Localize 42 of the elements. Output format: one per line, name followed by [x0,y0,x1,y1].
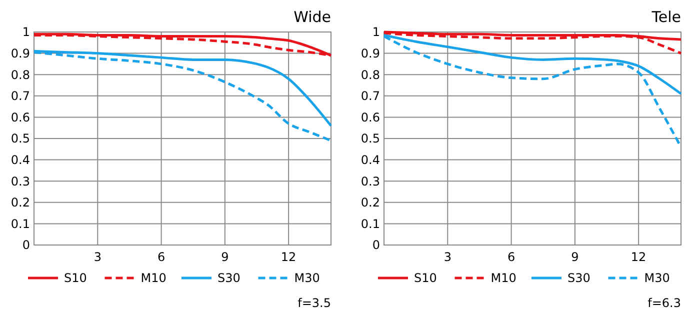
y-tick-label: 0.3 [360,174,380,188]
y-tick-label: 0.1 [360,216,380,231]
legend-label: M30 [644,271,670,286]
x-tick-label: 3 [94,250,102,264]
y-tick-label: 0.6 [10,110,30,124]
y-tick-label: 1 [22,25,30,40]
legend-label: M10 [140,271,166,286]
text: f=6.3 [648,296,681,310]
y-tick-label: 0.7 [360,89,380,104]
legend-label: S10 [64,271,87,286]
x-tick-label: 12 [280,250,296,264]
y-tick-label: 0.4 [10,153,30,167]
legend-label: S30 [568,271,590,286]
y-tick-label: 0 [22,238,30,252]
x-tick-label: 12 [630,250,646,264]
text: f=3.5 [298,296,331,310]
legend-label: S10 [414,271,437,286]
legend-label: M30 [294,271,320,286]
legend-label: S30 [218,271,240,286]
y-tick-label: 0.4 [360,153,380,167]
y-tick-label: 0 [372,238,380,252]
x-tick-label: 3 [444,250,452,264]
y-tick-label: 0.2 [360,196,380,210]
y-tick-label: 0.1 [10,216,30,231]
chart-title: Wide [294,8,331,26]
y-tick-label: 0.3 [10,174,30,188]
x-tick-label: 6 [157,250,166,264]
chart-title: Tele [650,8,681,26]
y-tick-label: 0.9 [10,46,30,60]
x-tick-label: 6 [507,250,516,264]
y-tick-label: 0.9 [360,46,380,60]
y-tick-label: 0.2 [10,196,30,210]
x-tick-label: 9 [221,250,229,264]
y-tick-label: 1 [372,25,380,40]
legend-label: M10 [490,271,516,286]
y-tick-label: 0.8 [360,68,380,82]
y-tick-label: 0.8 [10,68,30,82]
x-tick-label: 9 [571,250,579,264]
y-tick-label: 0.6 [360,110,380,124]
y-tick-label: 0.7 [10,89,30,104]
y-tick-label: 0.5 [360,132,380,146]
y-tick-label: 0.5 [10,132,30,146]
